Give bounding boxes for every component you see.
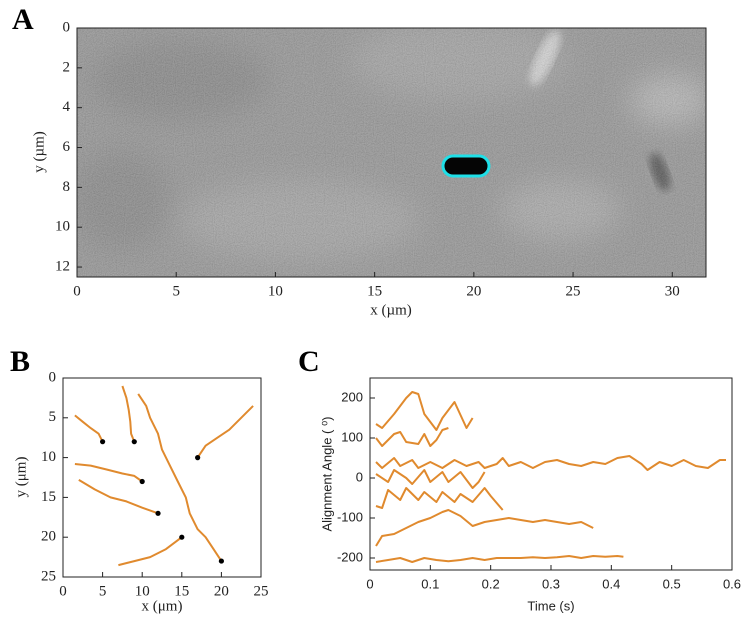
axes-frame (76, 27, 707, 278)
trace (137, 393, 223, 562)
trace (196, 405, 254, 459)
x-tick-label: 25 (254, 583, 269, 599)
trace (121, 385, 136, 443)
x-tick-label: 0.1 (421, 576, 439, 591)
y-axis-label: Alignment Angle ( ⁰) (319, 416, 334, 531)
y-tick-label: 6 (63, 139, 71, 155)
x-tick-label: 30 (665, 283, 680, 299)
x-tick-label: 0 (59, 583, 67, 599)
y-tick-label: 0 (63, 19, 71, 35)
y-tick-label: 2 (63, 59, 71, 75)
plot-area (370, 378, 732, 570)
x-tick-label: 10 (268, 283, 283, 299)
y-axis-label: y (µm) (31, 131, 47, 173)
endpoint (100, 439, 106, 445)
x-tick-label: 0.2 (482, 576, 500, 591)
x-tick-label: 15 (174, 583, 189, 599)
y-tick-label: 200 (341, 389, 363, 404)
x-tick-label: 10 (135, 583, 150, 599)
endpoint (218, 558, 224, 564)
x-tick-label: 20 (214, 583, 229, 599)
x-tick-label: 5 (99, 583, 107, 599)
x-axis-label: x (µm) (370, 302, 412, 318)
x-tick-label: 0.6 (723, 576, 741, 591)
x-tick-label: 0.5 (663, 576, 681, 591)
trace (375, 509, 594, 547)
trace (375, 469, 486, 489)
trace (375, 487, 504, 511)
y-tick-label: -100 (337, 509, 363, 524)
trace (375, 455, 726, 471)
trace (375, 555, 624, 563)
y-tick-label: 10 (41, 449, 56, 465)
panel-label: C (298, 345, 320, 378)
x-tick-label: 15 (367, 283, 382, 299)
x-tick-label: 0.3 (542, 576, 560, 591)
y-tick-label: 8 (63, 179, 71, 195)
panel-label: A (12, 3, 34, 36)
x-tick-label: 0 (73, 283, 81, 299)
y-tick-label: 10 (55, 219, 70, 235)
trace (78, 479, 159, 515)
x-axis-label: x (μm) (142, 598, 183, 614)
endpoint (131, 439, 137, 445)
axes-frame (62, 377, 262, 578)
axes-frame (369, 377, 733, 571)
y-tick-label: 20 (41, 529, 56, 545)
trace (74, 414, 104, 443)
y-tick-label: 5 (49, 409, 57, 425)
trace (118, 536, 183, 567)
trace (375, 391, 474, 431)
x-tick-label: 5 (172, 283, 180, 299)
plot-area (63, 378, 261, 577)
x-tick-label: 25 (566, 283, 581, 299)
y-tick-label: -200 (337, 549, 363, 564)
endpoint (155, 510, 161, 516)
x-tick-label: 0.4 (602, 576, 620, 591)
cell-outline (441, 154, 491, 178)
y-tick-label: 15 (41, 489, 56, 505)
y-tick-label: 100 (341, 429, 363, 444)
x-tick-label: 0 (366, 576, 373, 591)
trace (375, 427, 449, 447)
endpoint (195, 455, 201, 461)
endpoint (139, 478, 145, 485)
trace (74, 463, 143, 483)
y-axis-label: y (μm) (13, 457, 29, 498)
y-tick-label: 25 (41, 568, 56, 584)
panel-label: B (10, 345, 30, 378)
micrograph (77, 28, 706, 277)
y-tick-label: 12 (55, 258, 70, 274)
x-tick-label: 20 (466, 283, 481, 299)
x-axis-label: Time (s) (527, 598, 574, 613)
y-tick-label: 4 (63, 99, 71, 115)
y-tick-label: 0 (356, 469, 363, 484)
endpoint (179, 534, 185, 540)
y-tick-label: 0 (49, 369, 57, 385)
